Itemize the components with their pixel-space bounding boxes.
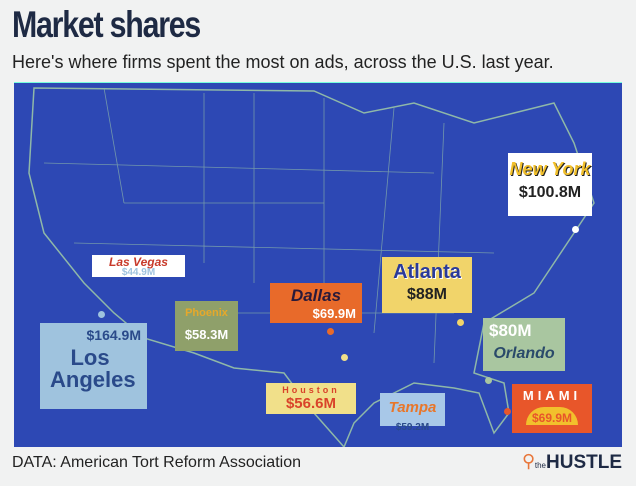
- city-label-new-york: New York $100.8M: [508, 153, 592, 216]
- city-dot-atlanta: [457, 319, 464, 326]
- city-label-tampa: Tampa $59.2M: [380, 393, 445, 433]
- us-outline: [28, 87, 595, 447]
- city-label-los-angeles: $164.9M Los Angeles: [40, 323, 147, 409]
- data-source: DATA: American Tort Reform Association: [12, 454, 301, 471]
- us-map: New York $100.8M Las Vegas $44.9M $164.9…: [14, 82, 622, 447]
- city-label-houston: Houston $56.6M: [266, 383, 356, 414]
- brand-logo: theHUSTLE: [534, 452, 622, 473]
- page-title: Market shares: [12, 4, 201, 45]
- city-label-dallas: Dallas $69.9M: [270, 283, 362, 323]
- city-label-las-vegas: Las Vegas $44.9M: [92, 255, 185, 278]
- city-dot-houston: [341, 354, 348, 361]
- hubspot-icon: ⚲: [522, 451, 536, 471]
- city-dot-orlando: [485, 377, 492, 384]
- city-label-atlanta: Atlanta $88M: [382, 257, 472, 313]
- city-label-orlando: $80M Orlando: [483, 318, 565, 371]
- page-subtitle: Here's where firms spent the most on ads…: [12, 52, 554, 72]
- city-dot-las-vegas: [98, 311, 105, 318]
- city-label-phoenix: Phoenix $58.3M: [175, 301, 238, 351]
- city-dot-dallas: [327, 328, 334, 335]
- city-label-miami: Miami $69.9M: [512, 384, 592, 433]
- city-dot-miami: [504, 408, 511, 415]
- city-dot-new-york: [572, 226, 579, 233]
